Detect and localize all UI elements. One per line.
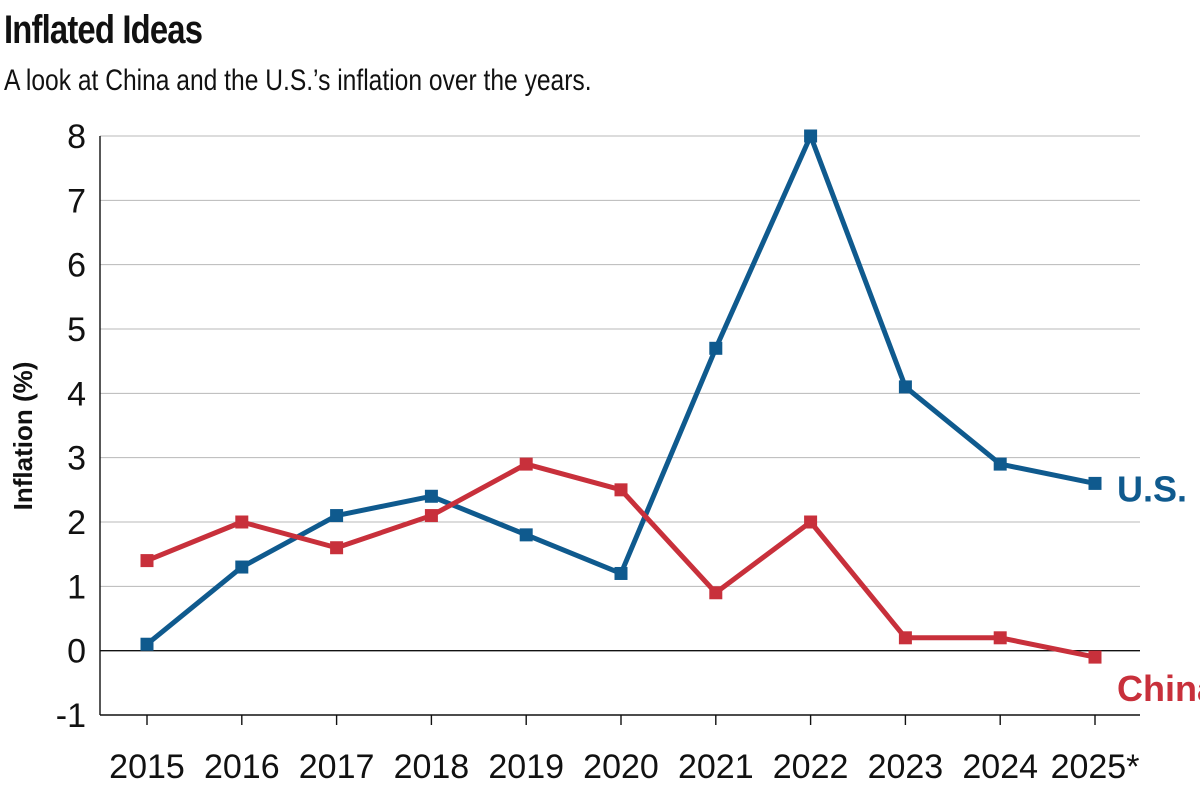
series-label: China [1117, 668, 1200, 709]
data-point [330, 541, 344, 555]
chart-title: Inflated Ideas [4, 8, 203, 52]
data-point [424, 489, 438, 503]
x-tick-label: 2025* [1051, 748, 1140, 786]
data-point [804, 515, 818, 529]
data-point [614, 566, 628, 580]
y-tick-label: 1 [67, 568, 86, 606]
data-point [140, 637, 154, 651]
y-tick-label: 3 [67, 440, 86, 478]
y-tick-label: 0 [67, 633, 86, 671]
y-tick-label: 7 [67, 182, 86, 220]
x-tick-label: 2019 [488, 748, 564, 786]
data-point [993, 457, 1007, 471]
data-point [519, 457, 533, 471]
y-tick-label: 8 [67, 118, 86, 156]
axes [99, 136, 1140, 716]
data-point [140, 554, 154, 568]
gridlines [100, 135, 1140, 716]
y-tick-label: -1 [56, 697, 86, 735]
y-axis-label: Inflation (%) [8, 362, 38, 511]
x-tick-label: 2016 [204, 748, 280, 786]
data-point [804, 129, 818, 143]
y-tick-label: 2 [67, 504, 86, 542]
data-point [709, 341, 723, 355]
chart-subtitle: A look at China and the U.S.’s inflation… [4, 64, 592, 97]
x-tick-label: 2017 [299, 748, 375, 786]
data-point [424, 509, 438, 523]
x-tick-label: 2021 [678, 748, 754, 786]
data-point [235, 560, 249, 574]
data-point [898, 631, 912, 645]
x-tick-label: 2023 [868, 748, 944, 786]
data-point [330, 509, 344, 523]
data-point [519, 528, 533, 542]
data-point [709, 586, 723, 600]
y-tick-label: 4 [67, 375, 86, 413]
data-point [235, 515, 249, 529]
data-point [993, 631, 1007, 645]
y-axis-ticks: -1 0 1 2 3 4 5 6 7 8 [56, 118, 86, 735]
y-tick-label: 5 [67, 311, 86, 349]
data-point [1088, 650, 1102, 664]
data-point [898, 380, 912, 394]
x-tick-label: 2018 [394, 748, 470, 786]
y-tick-label: 6 [67, 247, 86, 285]
series-markers [140, 129, 1102, 664]
x-tick-label: 2015 [109, 748, 185, 786]
series-label: U.S. [1117, 468, 1187, 509]
series-labels: U.S. China [1117, 468, 1200, 709]
data-point [614, 483, 628, 497]
x-tick-label: 2024 [962, 748, 1038, 786]
x-tick-label: 2022 [773, 748, 849, 786]
x-tick-label: 2020 [583, 748, 659, 786]
data-point [1088, 476, 1102, 490]
x-axis-ticks: 2015 2016 2017 2018 2019 2020 2021 2022 2023 2024… [109, 715, 1139, 786]
